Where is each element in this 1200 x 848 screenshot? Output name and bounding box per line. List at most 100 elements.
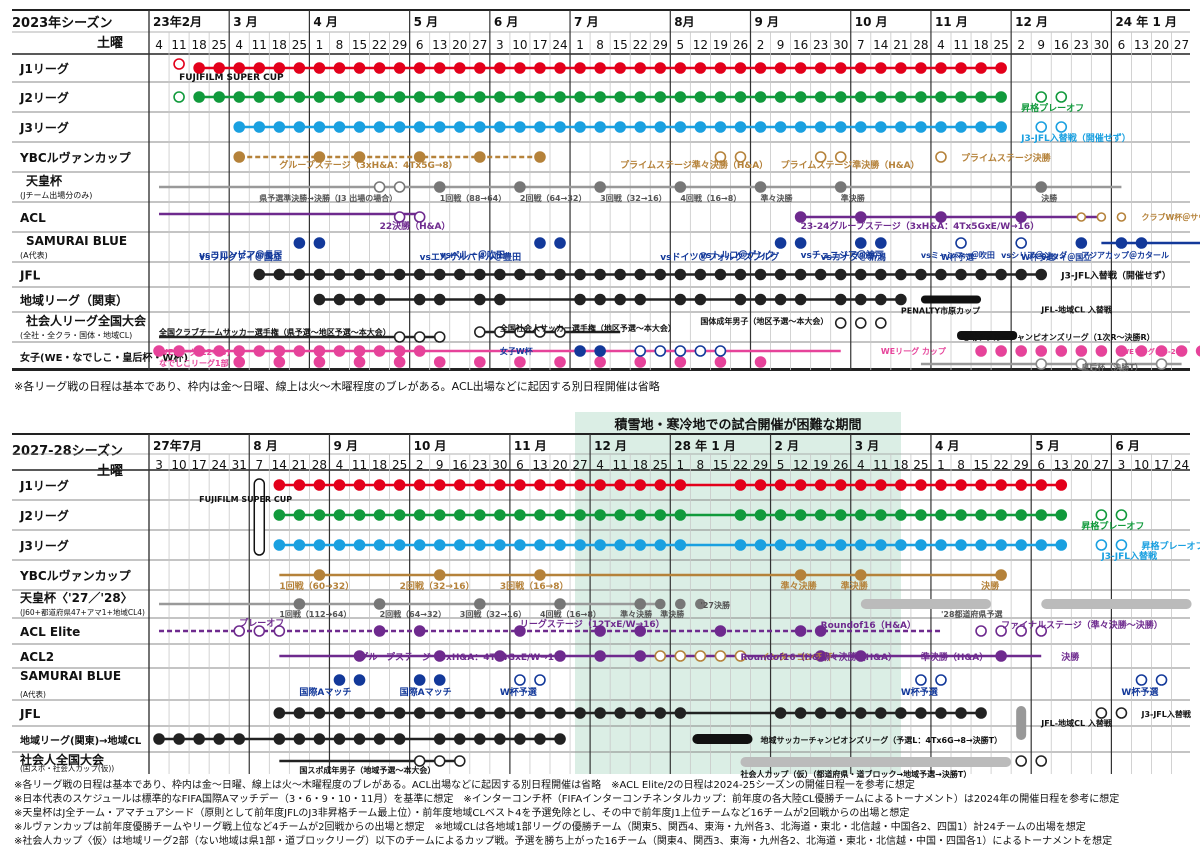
j3-match-dot xyxy=(854,121,867,133)
j2-match-dot xyxy=(293,91,306,103)
j1-match-dot xyxy=(915,479,927,491)
jfl-match-dot xyxy=(794,268,807,281)
jfl-match-dot xyxy=(474,268,486,281)
levain-final-dot xyxy=(935,151,947,163)
j3-match-dot xyxy=(614,121,626,133)
j1-match-dot xyxy=(734,62,747,74)
j3-match-dot xyxy=(574,121,586,133)
j3-match-dot xyxy=(333,121,346,133)
day-label: 2 xyxy=(416,458,424,472)
j3-match-dot xyxy=(955,121,967,133)
society-cup-bar xyxy=(740,757,1012,767)
acl2-final-label: 決勝 xyxy=(1061,651,1080,663)
day-label: 18 xyxy=(893,458,908,472)
j2-match-dot xyxy=(373,91,386,103)
jfl-match-dot xyxy=(574,268,586,281)
emperor-round-dot xyxy=(754,181,767,193)
j1-match-dot xyxy=(554,62,566,74)
acl2-dot xyxy=(995,650,1007,662)
jfl-match-dot xyxy=(814,268,827,281)
month-label: 24 年 1 月 xyxy=(1115,14,1177,29)
kanto-dot xyxy=(474,733,486,745)
j2-match-dot xyxy=(353,91,366,103)
jfl-match-dot xyxy=(694,268,707,281)
j1-match-dot xyxy=(654,62,667,74)
women-wc-dot xyxy=(634,345,647,357)
kanto-dot xyxy=(313,733,326,745)
kanto-dot xyxy=(554,733,566,745)
day-label: 4 xyxy=(596,458,604,472)
jfl-dot xyxy=(433,707,446,719)
j3-match-dot xyxy=(814,121,827,133)
levain-group-dot xyxy=(474,151,486,163)
j2-match-dot xyxy=(574,509,586,521)
j2-match-dot xyxy=(494,509,506,521)
j2-match-dot xyxy=(193,91,205,103)
levain-final-label: プライムステージ決勝 xyxy=(961,152,1052,164)
jfl-match-dot xyxy=(834,268,847,281)
day-label: 5 xyxy=(777,458,785,472)
j3-match-dot xyxy=(1035,539,1048,551)
j3-jfl-dot xyxy=(1035,121,1048,133)
kanto-match-dot xyxy=(353,293,366,306)
day-label: 11 xyxy=(953,38,968,52)
jfl-match-dot xyxy=(854,268,867,281)
wc-qual-dot xyxy=(915,674,927,686)
day-label: 8 xyxy=(336,38,344,52)
wc-qual-dot xyxy=(514,674,526,686)
samurai-match-dot xyxy=(313,237,326,249)
jfl-dot xyxy=(594,707,606,719)
kokutai-dot xyxy=(453,755,466,767)
day-label: 18 xyxy=(372,458,387,472)
jfl-match-dot xyxy=(734,268,747,281)
acl2-dot xyxy=(634,650,647,662)
day-label: 29 xyxy=(1014,458,1029,472)
levain-dot xyxy=(534,569,546,581)
j1-match-dot xyxy=(393,62,406,74)
j1-match-dot xyxy=(674,479,687,491)
jfl-match-dot xyxy=(594,268,606,281)
day-label: 24 xyxy=(212,458,227,472)
kanto-match-dot xyxy=(594,293,606,306)
asian-cup-dot xyxy=(1135,237,1148,249)
nadeshiko-dot xyxy=(554,356,566,368)
weleague2324-dot xyxy=(1135,345,1148,357)
day-label: 26 xyxy=(733,38,748,52)
kanto-dot xyxy=(393,733,406,745)
j1-match-dot xyxy=(995,479,1007,491)
club-champ-dot xyxy=(413,331,426,343)
j1-match-dot xyxy=(233,62,246,74)
day-label: 2 xyxy=(757,38,765,52)
empress-dot xyxy=(1115,358,1128,370)
j3-match-dot xyxy=(413,121,426,133)
acl-elite-dot xyxy=(634,625,647,637)
emperor-round-dot xyxy=(834,181,847,193)
j3-match-dot xyxy=(474,121,486,133)
day-label: 3 xyxy=(1118,458,1126,472)
acl2-dot xyxy=(854,650,867,662)
j3-match-dot xyxy=(594,539,606,551)
j1-match-dot xyxy=(854,479,867,491)
day-label: 15 xyxy=(713,458,728,472)
row-label-bottom-3: YBCルヴァンカップ xyxy=(19,568,132,583)
day-label: 8 xyxy=(596,38,604,52)
j2-match-dot xyxy=(393,91,406,103)
j1-match-dot xyxy=(754,62,767,74)
j3-match-dot xyxy=(854,539,867,551)
j1-match-dot xyxy=(333,62,346,74)
kanto-dot xyxy=(333,733,346,745)
nadeshiko-dot xyxy=(273,356,286,368)
row-label-top-0: J1リーグ xyxy=(19,61,69,76)
j3-match-dot xyxy=(453,539,466,551)
j2-match-dot xyxy=(313,91,326,103)
jfl-match-dot xyxy=(754,268,767,281)
jfl-match-dot xyxy=(875,268,887,281)
samurai-label: vsシリア＠ジッダ xyxy=(1001,250,1067,260)
levain-group-dot xyxy=(313,151,326,163)
j2-playoff-label: 昇格プレーオフ xyxy=(1081,520,1144,532)
day-label: 4 xyxy=(336,458,344,472)
j3-match-dot xyxy=(875,121,887,133)
weleague2324-dot xyxy=(995,345,1007,357)
kanto-dot xyxy=(373,733,386,745)
j1-match-dot xyxy=(594,479,606,491)
